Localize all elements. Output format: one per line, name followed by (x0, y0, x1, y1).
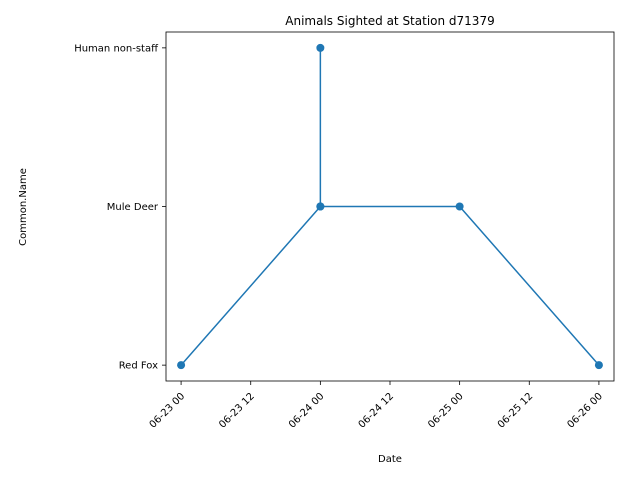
data-point (455, 202, 464, 211)
x-tick-label: 06-23 12 (217, 391, 257, 431)
x-axis-label: Date (378, 454, 402, 465)
series-line (180, 47, 600, 366)
x-tick-label: 06-24 00 (287, 391, 327, 431)
data-point (316, 202, 325, 211)
y-tick-label: Mule Deer (107, 202, 159, 213)
y-tick-label: Human non-staff (74, 43, 159, 54)
x-tick-label: 06-26 00 (565, 391, 605, 431)
chart-title: Animals Sighted at Station d71379 (285, 14, 494, 28)
data-point (316, 43, 325, 52)
x-tick-label: 06-24 12 (357, 391, 397, 431)
data-point (177, 361, 186, 370)
x-tick-label: 06-23 00 (148, 391, 188, 431)
y-axis-label: Common.Name (18, 168, 29, 246)
plot-frame (165, 31, 615, 382)
x-tick-label: 06-25 12 (496, 391, 536, 431)
y-tick-label: Red Fox (119, 361, 158, 372)
x-tick-label: 06-25 00 (426, 391, 466, 431)
data-point (594, 361, 603, 370)
